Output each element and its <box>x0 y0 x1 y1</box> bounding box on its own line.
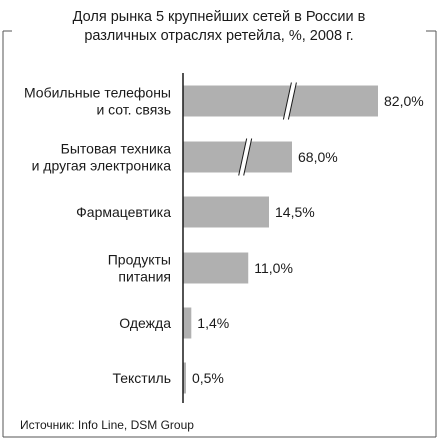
chart-title-line-2: различных отраслях ретейла, %, 2008 г. <box>84 28 353 44</box>
axis-break-gap-0 <box>283 82 297 120</box>
bar-1 <box>183 141 292 173</box>
category-label-3-0: Продукты <box>108 252 171 268</box>
axis-break-line-b-1 <box>243 138 253 176</box>
value-label-5: 0,5% <box>192 370 224 386</box>
axis-break-gap-1 <box>238 138 252 176</box>
axis-break-line-a-0 <box>282 82 292 120</box>
category-label-5-0: Текстиль <box>112 370 171 386</box>
value-label-3: 11,0% <box>254 260 293 276</box>
value-label-4: 1,4% <box>197 315 229 331</box>
axis-break-line-a-1 <box>238 138 248 176</box>
axis-break-line-b-0 <box>287 82 297 120</box>
chart-frame <box>2 30 437 438</box>
category-label-1-1: и другая электроника <box>32 158 172 174</box>
category-label-3-1: питания <box>118 269 171 285</box>
value-label-2: 14,5% <box>275 204 315 220</box>
bar-4 <box>183 307 192 339</box>
category-label-2-0: Фармацевтика <box>76 204 171 220</box>
chart-title-line-1: Доля рынка 5 крупнейших сетей в России в <box>73 9 366 25</box>
category-label-0-1: и сот. связь <box>96 102 171 118</box>
category-label-4-0: Одежда <box>119 315 171 331</box>
category-label-0-0: Мобильные телефоны <box>24 85 171 101</box>
value-label-1: 68,0% <box>298 149 338 165</box>
bar-5 <box>183 362 186 394</box>
bars <box>183 82 378 394</box>
bar-0 <box>183 85 378 117</box>
bar-3 <box>183 252 249 284</box>
category-label-1-0: Бытовая техника <box>61 141 172 157</box>
source-note: Источник: Info Line, DSM Group <box>20 418 194 432</box>
value-labels: 82,0% 68,0% 14,5% 11,0% 1,4% 0,5% <box>192 93 424 386</box>
value-label-0: 82,0% <box>384 93 424 109</box>
bar-2 <box>183 196 269 228</box>
